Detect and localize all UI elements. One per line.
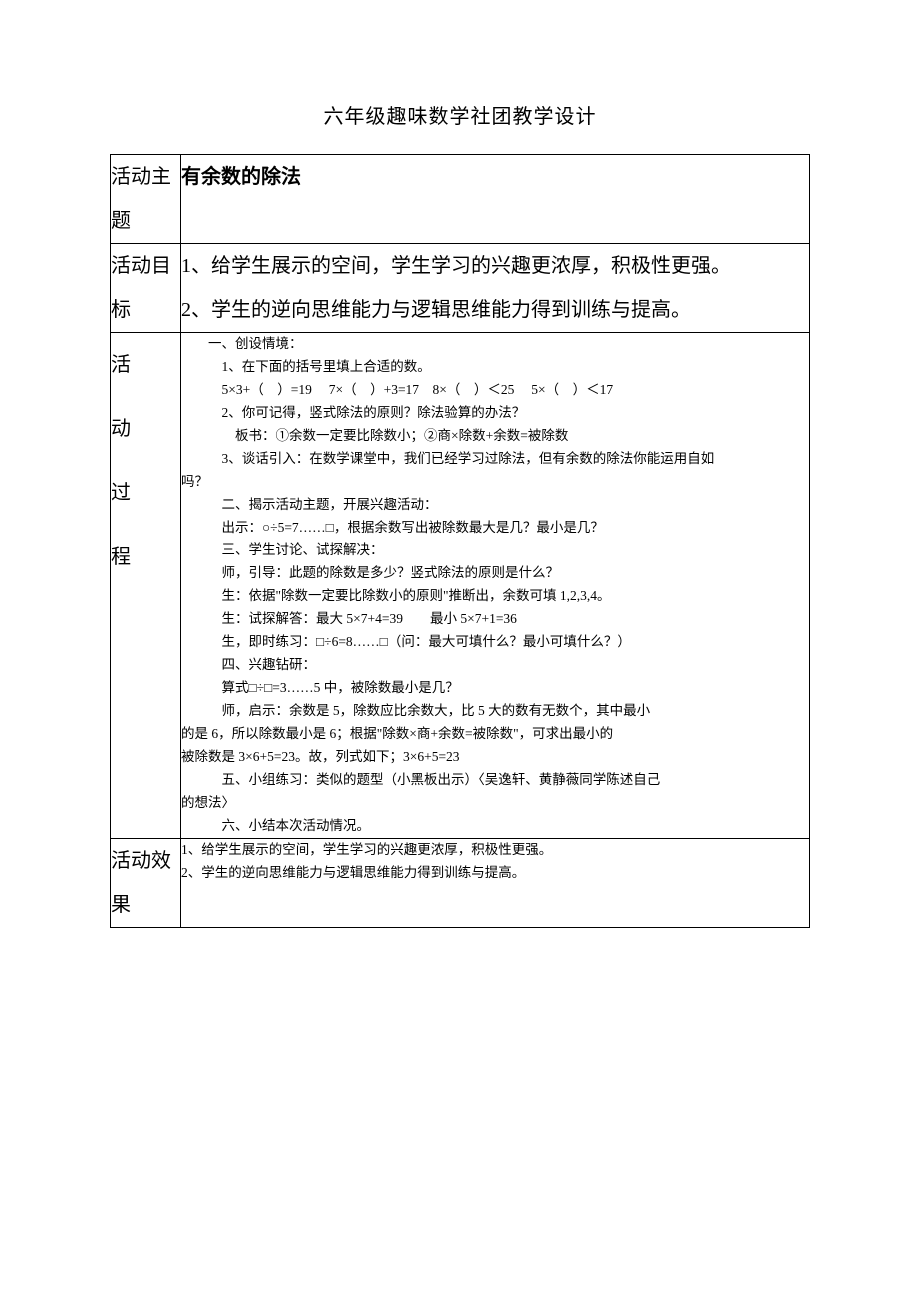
effect-line-1: 1、给学生展示的空间，学生学习的兴趣更浓厚，积极性更强。 (181, 839, 809, 862)
effect-label: 活动效果 (111, 838, 181, 927)
theme-label: 活动主题 (111, 155, 181, 244)
process-line: 师，启示：余数是 5，除数应比余数大，比 5 大的数有无数个，其中最小 (181, 700, 809, 723)
effect-content: 1、给学生展示的空间，学生学习的兴趣更浓厚，积极性更强。 2、学生的逆向思维能力… (181, 838, 810, 927)
process-row: 活 动 过 程 一、创设情境：1、在下面的括号里填上合适的数。5×3+（ ）=1… (111, 333, 810, 839)
process-label: 活 动 过 程 (111, 333, 181, 839)
process-line: 生：试探解答：最大 5×7+4=39 最小 5×7+1=36 (181, 608, 809, 631)
effect-line-2: 2、学生的逆向思维能力与逻辑思维能力得到训练与提高。 (181, 862, 809, 885)
goal-content: 1、给学生展示的空间，学生学习的兴趣更浓厚，积极性更强。 2、学生的逆向思维能力… (181, 244, 810, 333)
lesson-plan-table: 活动主题 有余数的除法 活动目标 1、给学生展示的空间，学生学习的兴趣更浓厚，积… (110, 154, 810, 928)
process-line: 三、学生讨论、试探解决： (181, 539, 809, 562)
process-line: 生，即时练习：□÷6=8……□（问：最大可填什么？最小可填什么？） (181, 631, 809, 654)
process-line: 算式□÷□=3……5 中，被除数最小是几？ (181, 677, 809, 700)
goal-row: 活动目标 1、给学生展示的空间，学生学习的兴趣更浓厚，积极性更强。 2、学生的逆… (111, 244, 810, 333)
process-line: 五、小组练习：类似的题型（小黑板出示）〈吴逸轩、黄静薇同学陈述自己 (181, 769, 809, 792)
process-line: 生：依据"除数一定要比除数小的原则"推断出，余数可填 1,2,3,4。 (181, 585, 809, 608)
process-content: 一、创设情境：1、在下面的括号里填上合适的数。5×3+（ ）=19 7×（ ）+… (181, 333, 810, 839)
process-line: 的是 6，所以除数最小是 6；根据"除数×商+余数=被除数"，可求出最小的 (181, 723, 809, 746)
process-label-char: 活 (111, 333, 180, 397)
effect-row: 活动效果 1、给学生展示的空间，学生学习的兴趣更浓厚，积极性更强。 2、学生的逆… (111, 838, 810, 927)
process-line: 3、谈话引入：在数学课堂中，我们已经学习过除法，但有余数的除法你能运用自如 (181, 448, 809, 471)
process-line: 出示：○÷5=7……□，根据余数写出被除数最大是几？最小是几？ (181, 517, 809, 540)
goal-line-2: 2、学生的逆向思维能力与逻辑思维能力得到训练与提高。 (181, 288, 809, 332)
process-line: 一、创设情境： (181, 333, 809, 356)
process-line: 师，引导：此题的除数是多少？竖式除法的原则是什么？ (181, 562, 809, 585)
process-line: 六、小结本次活动情况。 (181, 815, 809, 838)
process-line: 二、揭示活动主题，开展兴趣活动： (181, 494, 809, 517)
goal-label: 活动目标 (111, 244, 181, 333)
process-line: 被除数是 3×6+5=23。故，列式如下；3×6+5=23 (181, 746, 809, 769)
process-label-char: 动 (111, 397, 180, 461)
theme-row: 活动主题 有余数的除法 (111, 155, 810, 244)
process-line: 吗？ (181, 471, 809, 494)
page-title: 六年级趣味数学社团教学设计 (110, 100, 810, 129)
process-line: 四、兴趣钻研： (181, 654, 809, 677)
process-line: 板书：①余数一定要比除数小；②商×除数+余数=被除数 (181, 425, 809, 448)
process-line: 2、你可记得，竖式除法的原则？除法验算的办法？ (181, 402, 809, 425)
process-line: 的想法〉 (181, 792, 809, 815)
theme-content: 有余数的除法 (181, 155, 810, 244)
process-label-char: 过 (111, 461, 180, 525)
process-line: 5×3+（ ）=19 7×（ ）+3=17 8×（ ）＜25 5×（ ）＜17 (181, 379, 809, 402)
goal-line-1: 1、给学生展示的空间，学生学习的兴趣更浓厚，积极性更强。 (181, 244, 809, 288)
process-label-char: 程 (111, 525, 180, 589)
process-line: 1、在下面的括号里填上合适的数。 (181, 356, 809, 379)
